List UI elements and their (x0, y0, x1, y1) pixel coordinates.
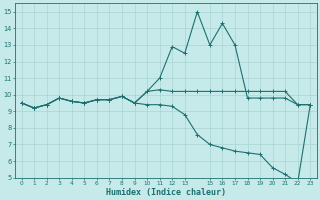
X-axis label: Humidex (Indice chaleur): Humidex (Indice chaleur) (106, 188, 226, 197)
